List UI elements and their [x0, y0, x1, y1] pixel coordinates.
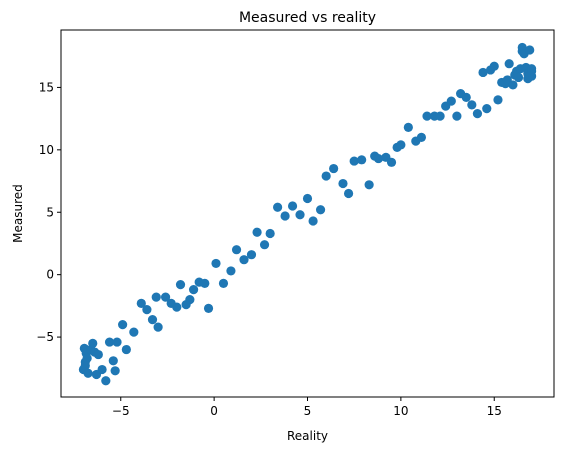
- y-tick-label: −5: [36, 330, 54, 344]
- data-point: [295, 210, 305, 220]
- data-point: [239, 255, 249, 265]
- data-point: [121, 344, 131, 355]
- data-point: [93, 349, 103, 360]
- y-axis-label: Measured: [11, 184, 25, 243]
- data-point: [200, 278, 210, 288]
- y-axis: −5 0 5 10 15: [36, 80, 61, 344]
- data-point: [513, 72, 524, 83]
- data-point: [104, 337, 115, 347]
- x-tick-label: −5: [112, 404, 130, 418]
- data-point: [349, 156, 359, 166]
- data-point: [153, 322, 163, 332]
- data-point: [147, 315, 158, 325]
- data-point: [151, 292, 161, 302]
- data-point: [226, 266, 236, 276]
- data-point: [112, 337, 122, 347]
- chart-title: Measured vs reality: [239, 10, 376, 26]
- data-point: [129, 327, 139, 337]
- data-point: [108, 356, 118, 366]
- data-point: [160, 292, 171, 302]
- data-point: [218, 278, 229, 288]
- data-point: [80, 361, 90, 371]
- data-point: [338, 178, 348, 189]
- data-point: [482, 104, 492, 114]
- data-point: [416, 132, 427, 142]
- y-tick-label: 5: [46, 205, 54, 219]
- data-point: [329, 163, 339, 174]
- data-point: [287, 201, 298, 211]
- x-tick-label: 5: [304, 404, 312, 418]
- data-point: [478, 67, 488, 78]
- data-point: [446, 96, 456, 106]
- data-point: [110, 366, 120, 376]
- data-point: [88, 338, 98, 348]
- data-point: [83, 368, 93, 378]
- data-point: [273, 202, 283, 212]
- data-point: [231, 245, 242, 255]
- data-point: [403, 122, 413, 132]
- data-point: [203, 303, 214, 313]
- data-point: [504, 59, 514, 69]
- data-point: [142, 305, 152, 315]
- data-point: [508, 80, 518, 90]
- data-point: [525, 45, 535, 55]
- data-point: [525, 71, 535, 81]
- data-points: [78, 42, 537, 386]
- data-point: [252, 227, 262, 237]
- data-point: [422, 111, 432, 121]
- x-axis: −5 0 5 10 15: [112, 397, 502, 418]
- data-point: [343, 188, 354, 199]
- x-tick-label: 0: [210, 404, 218, 418]
- data-point: [101, 376, 111, 386]
- data-point: [472, 109, 483, 119]
- data-point: [188, 285, 199, 295]
- data-point: [280, 211, 290, 221]
- data-point: [82, 353, 92, 363]
- data-point: [435, 111, 445, 121]
- data-point: [246, 250, 257, 260]
- data-point: [489, 61, 499, 71]
- data-point: [211, 258, 221, 269]
- data-point: [97, 364, 107, 375]
- data-point: [364, 180, 374, 190]
- data-point: [172, 302, 182, 312]
- data-point: [321, 171, 331, 181]
- x-tick-label: 15: [487, 404, 502, 418]
- data-point: [265, 228, 275, 239]
- y-tick-label: 10: [39, 143, 54, 157]
- data-point: [386, 157, 397, 167]
- data-point: [136, 298, 146, 308]
- data-point: [452, 111, 462, 121]
- data-point: [315, 205, 326, 215]
- data-point: [526, 64, 537, 74]
- data-point: [259, 240, 270, 250]
- data-point: [302, 193, 313, 204]
- x-tick-label: 10: [393, 404, 408, 418]
- data-point: [357, 155, 367, 165]
- data-point: [461, 92, 471, 103]
- data-point: [467, 100, 477, 110]
- data-point: [308, 216, 318, 226]
- x-axis-label: Reality: [287, 429, 328, 443]
- data-point: [373, 153, 384, 164]
- data-point: [175, 280, 186, 290]
- y-tick-label: 0: [46, 268, 54, 282]
- data-point: [185, 295, 195, 305]
- y-tick-label: 15: [39, 80, 54, 94]
- data-point: [493, 95, 503, 105]
- data-point: [118, 320, 128, 330]
- data-point: [396, 140, 406, 150]
